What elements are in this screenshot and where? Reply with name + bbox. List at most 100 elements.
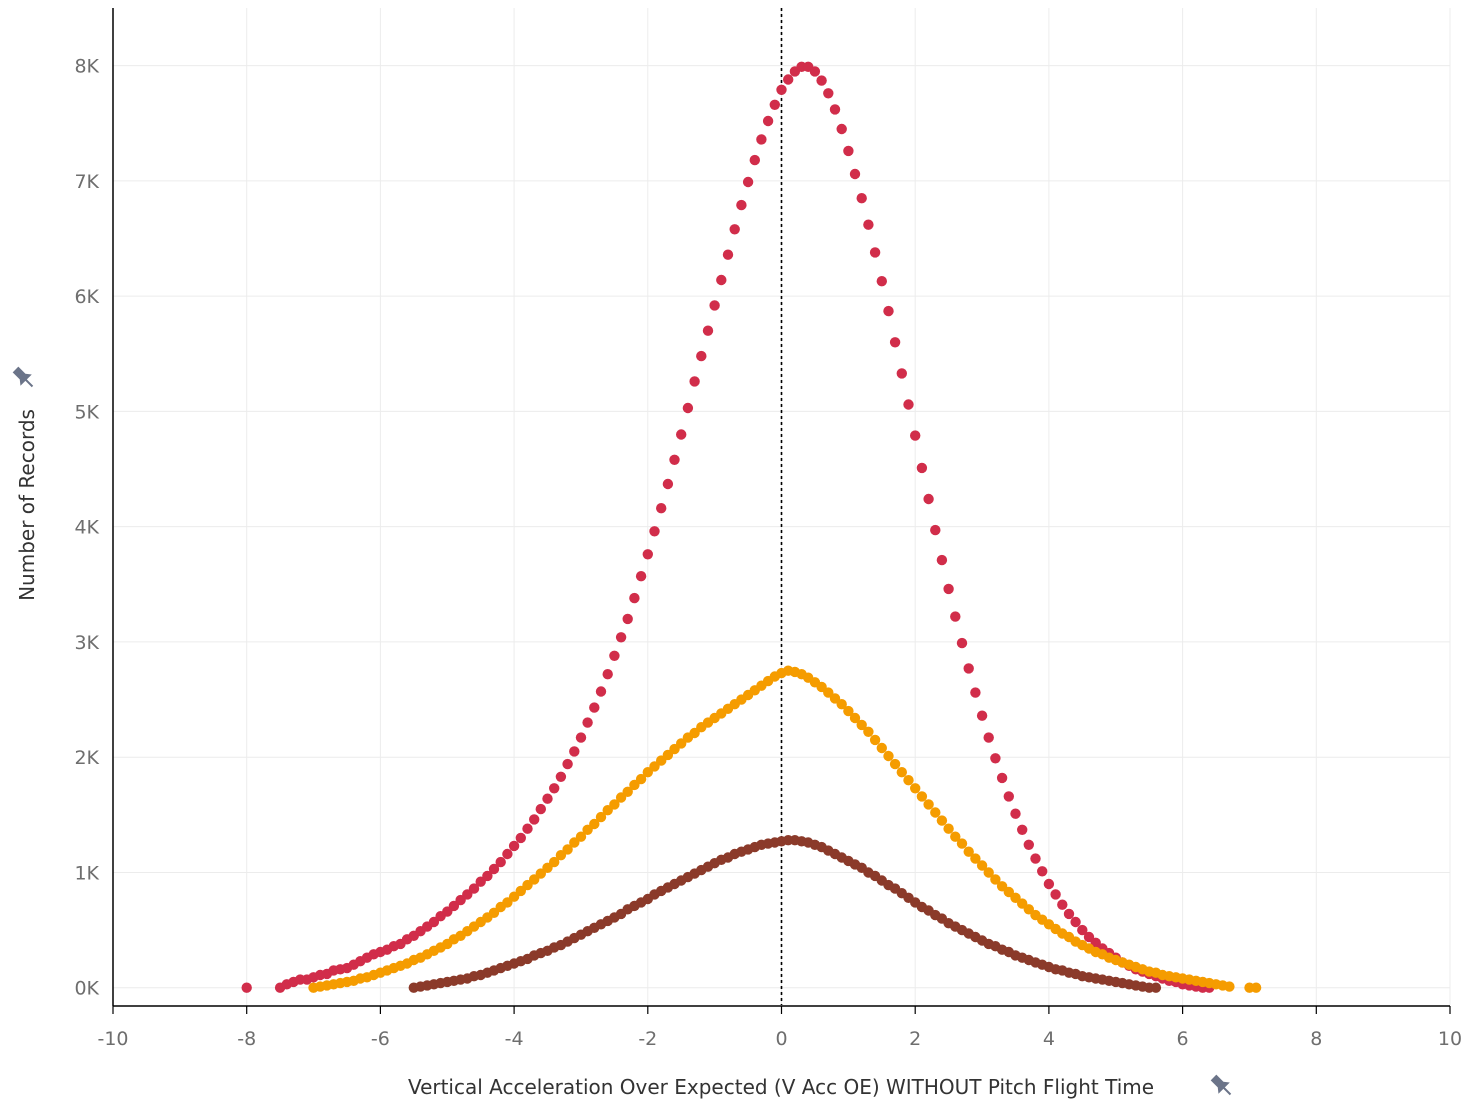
data-point-series-1 — [903, 399, 914, 410]
y-axis-ticks: 0K 1K 2K 3K 4K 5K 6K 7K 8K — [74, 56, 99, 1000]
data-point-series-1 — [749, 154, 760, 166]
data-point-series-1 — [910, 430, 921, 441]
x-axis-pin-icon[interactable] — [1208, 1072, 1236, 1100]
data-point-series-1 — [863, 219, 874, 230]
data-point-series-1 — [609, 650, 620, 661]
data-point-series-2 — [1250, 982, 1262, 993]
data-point-series-1 — [816, 75, 827, 86]
data-point-series-1 — [542, 793, 553, 804]
data-point-series-2 — [856, 719, 867, 731]
data-point-series-1 — [930, 524, 941, 536]
data-point-series-1 — [776, 84, 787, 96]
data-point-series-2 — [1023, 904, 1034, 915]
data-point-series-1 — [889, 337, 901, 348]
data-point-series-1 — [1010, 808, 1021, 819]
data-point-series-2 — [869, 734, 881, 746]
data-point-series-2 — [976, 860, 988, 871]
data-point-series-2 — [549, 856, 560, 868]
data-point-series-2 — [910, 783, 921, 794]
x-tick-label: 4 — [1043, 1028, 1055, 1050]
data-point-series-1 — [722, 249, 734, 260]
data-point-series-1 — [488, 863, 500, 875]
data-point-series-2 — [1010, 892, 1021, 903]
data-point-series-1 — [756, 134, 767, 145]
x-tick-label: -4 — [505, 1028, 524, 1050]
data-point-series-1 — [462, 889, 473, 900]
data-point-series-2 — [515, 885, 526, 897]
data-point-series-2 — [1003, 886, 1014, 898]
data-point-series-1 — [656, 503, 667, 514]
y-tick-label: 2K — [74, 747, 99, 769]
data-point-series-3 — [1150, 982, 1162, 993]
y-axis-pin-icon[interactable] — [10, 364, 38, 392]
data-point-series-2 — [635, 773, 647, 785]
data-point-series-1 — [696, 350, 707, 362]
data-point-series-2 — [535, 868, 546, 879]
data-point-series-2 — [950, 831, 961, 842]
data-point-series-2 — [970, 853, 981, 864]
data-point-series-1 — [635, 571, 647, 582]
data-point-series-1 — [1063, 908, 1075, 920]
x-tick-label: 2 — [909, 1028, 921, 1050]
data-point-series-1 — [495, 856, 506, 868]
data-point-series-1 — [970, 687, 981, 698]
data-point-series-1 — [595, 686, 607, 697]
data-point-series-2 — [629, 779, 640, 791]
data-point-series-1 — [475, 876, 486, 887]
y-tick-label: 8K — [74, 56, 99, 78]
data-point-series-1 — [762, 115, 774, 127]
data-point-series-2 — [990, 874, 1001, 885]
data-point-series-1 — [615, 632, 627, 643]
data-point-series-2 — [562, 844, 573, 855]
data-point-series-1 — [529, 814, 540, 825]
x-tick-label: 0 — [775, 1028, 787, 1050]
data-point-series-1 — [709, 300, 720, 311]
data-point-series-2 — [582, 824, 593, 835]
data-point-series-1 — [1037, 866, 1048, 877]
data-point-series-2 — [903, 775, 914, 786]
data-point-series-1 — [589, 702, 600, 713]
data-point-series-1 — [676, 429, 687, 440]
data-point-series-1 — [569, 746, 580, 757]
data-point-series-1 — [769, 99, 780, 111]
data-point-series-1 — [555, 771, 567, 782]
data-points — [241, 61, 1262, 993]
data-point-series-1 — [729, 224, 740, 235]
data-point-series-1 — [515, 832, 526, 844]
data-point-series-1 — [602, 669, 613, 680]
data-point-series-1 — [1023, 839, 1034, 850]
data-point-series-2 — [863, 726, 874, 737]
data-point-series-1 — [1030, 853, 1041, 864]
data-point-series-1 — [883, 305, 894, 317]
data-point-series-2 — [595, 811, 607, 823]
data-point-series-1 — [976, 710, 988, 721]
data-point-series-1 — [522, 823, 533, 834]
data-point-series-2 — [883, 750, 894, 762]
data-point-series-1 — [843, 145, 854, 157]
x-tick-label: 6 — [1177, 1028, 1189, 1050]
data-point-series-1 — [1083, 931, 1095, 943]
data-point-series-1 — [575, 732, 587, 743]
data-point-series-1 — [990, 753, 1001, 764]
data-point-series-1 — [849, 168, 861, 180]
data-point-series-1 — [642, 549, 653, 560]
data-point-series-2 — [569, 837, 580, 848]
data-point-series-1 — [876, 276, 887, 287]
y-tick-label: 3K — [74, 632, 99, 654]
data-point-series-1 — [823, 88, 834, 99]
data-point-series-2 — [843, 705, 854, 717]
data-point-series-2 — [956, 838, 968, 849]
data-point-series-1 — [829, 104, 841, 115]
x-axis-title: Vertical Acceleration Over Expected (V A… — [408, 1075, 1154, 1099]
data-point-series-1 — [448, 900, 460, 912]
data-point-series-1 — [783, 74, 794, 85]
data-point-series-1 — [916, 462, 928, 474]
data-point-series-1 — [869, 247, 881, 258]
data-point-series-2 — [936, 815, 948, 826]
data-point-series-2 — [508, 891, 520, 902]
data-point-series-1 — [622, 613, 633, 625]
data-point-series-1 — [809, 66, 821, 77]
data-point-series-1 — [716, 274, 727, 286]
x-tick-label: -6 — [371, 1028, 390, 1050]
data-point-series-1 — [836, 123, 847, 135]
